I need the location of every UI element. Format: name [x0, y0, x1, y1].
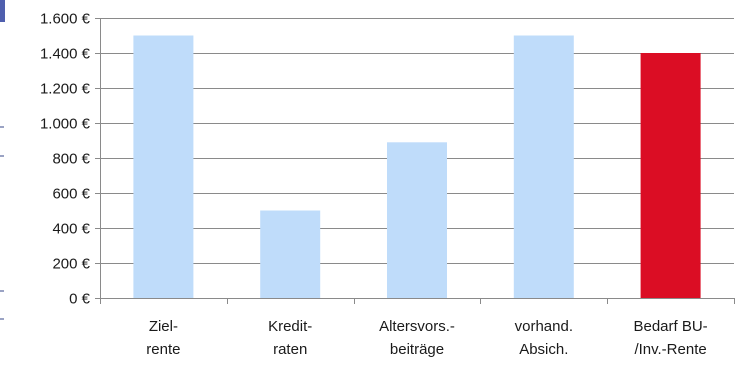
x-tick-label: Absich.	[519, 341, 568, 358]
edge-marker	[0, 290, 4, 292]
x-tick-label: Ziel-	[149, 318, 178, 335]
bar	[640, 53, 701, 298]
x-tick-labels: Ziel-rente Kredit-raten Altersvors.- beiträ…	[146, 318, 707, 358]
bar	[513, 35, 574, 298]
y-tick-label: 1.200 €	[40, 81, 91, 98]
y-tick-label: 400 €	[52, 221, 90, 238]
y-tick-labels: 0 € 200 € 400 € 600 € 800 € 1.000 € 1.200 € 1.4…	[40, 11, 91, 308]
axes	[95, 18, 735, 304]
edge-accent	[0, 0, 5, 22]
edge-marker	[0, 155, 4, 157]
y-tick-label: 1.600 €	[40, 11, 91, 28]
y-tick-label: 0 €	[69, 291, 91, 308]
x-tick-label: vorhand.	[515, 318, 573, 335]
x-tick-label: raten	[273, 341, 307, 358]
y-tick-label: 200 €	[52, 256, 90, 273]
bars	[133, 35, 701, 299]
x-tick-label: beiträge	[390, 341, 444, 358]
edge-marker	[0, 126, 4, 128]
y-tick-label: 1.400 €	[40, 46, 91, 63]
x-tick-label: Bedarf BU-	[633, 318, 707, 335]
bar	[260, 210, 321, 298]
x-tick-label: Kredit-	[268, 318, 312, 335]
bar	[133, 35, 194, 298]
edge-marker	[0, 318, 4, 320]
y-tick-label: 600 €	[52, 186, 90, 203]
x-tick-label: rente	[146, 341, 180, 358]
bar	[387, 142, 447, 299]
x-tick-label: /Inv.-Rente	[634, 341, 706, 358]
x-tick-label: Altersvors.-	[379, 318, 455, 335]
y-tick-label: 1.000 €	[40, 116, 91, 133]
y-tick-label: 800 €	[52, 151, 90, 168]
